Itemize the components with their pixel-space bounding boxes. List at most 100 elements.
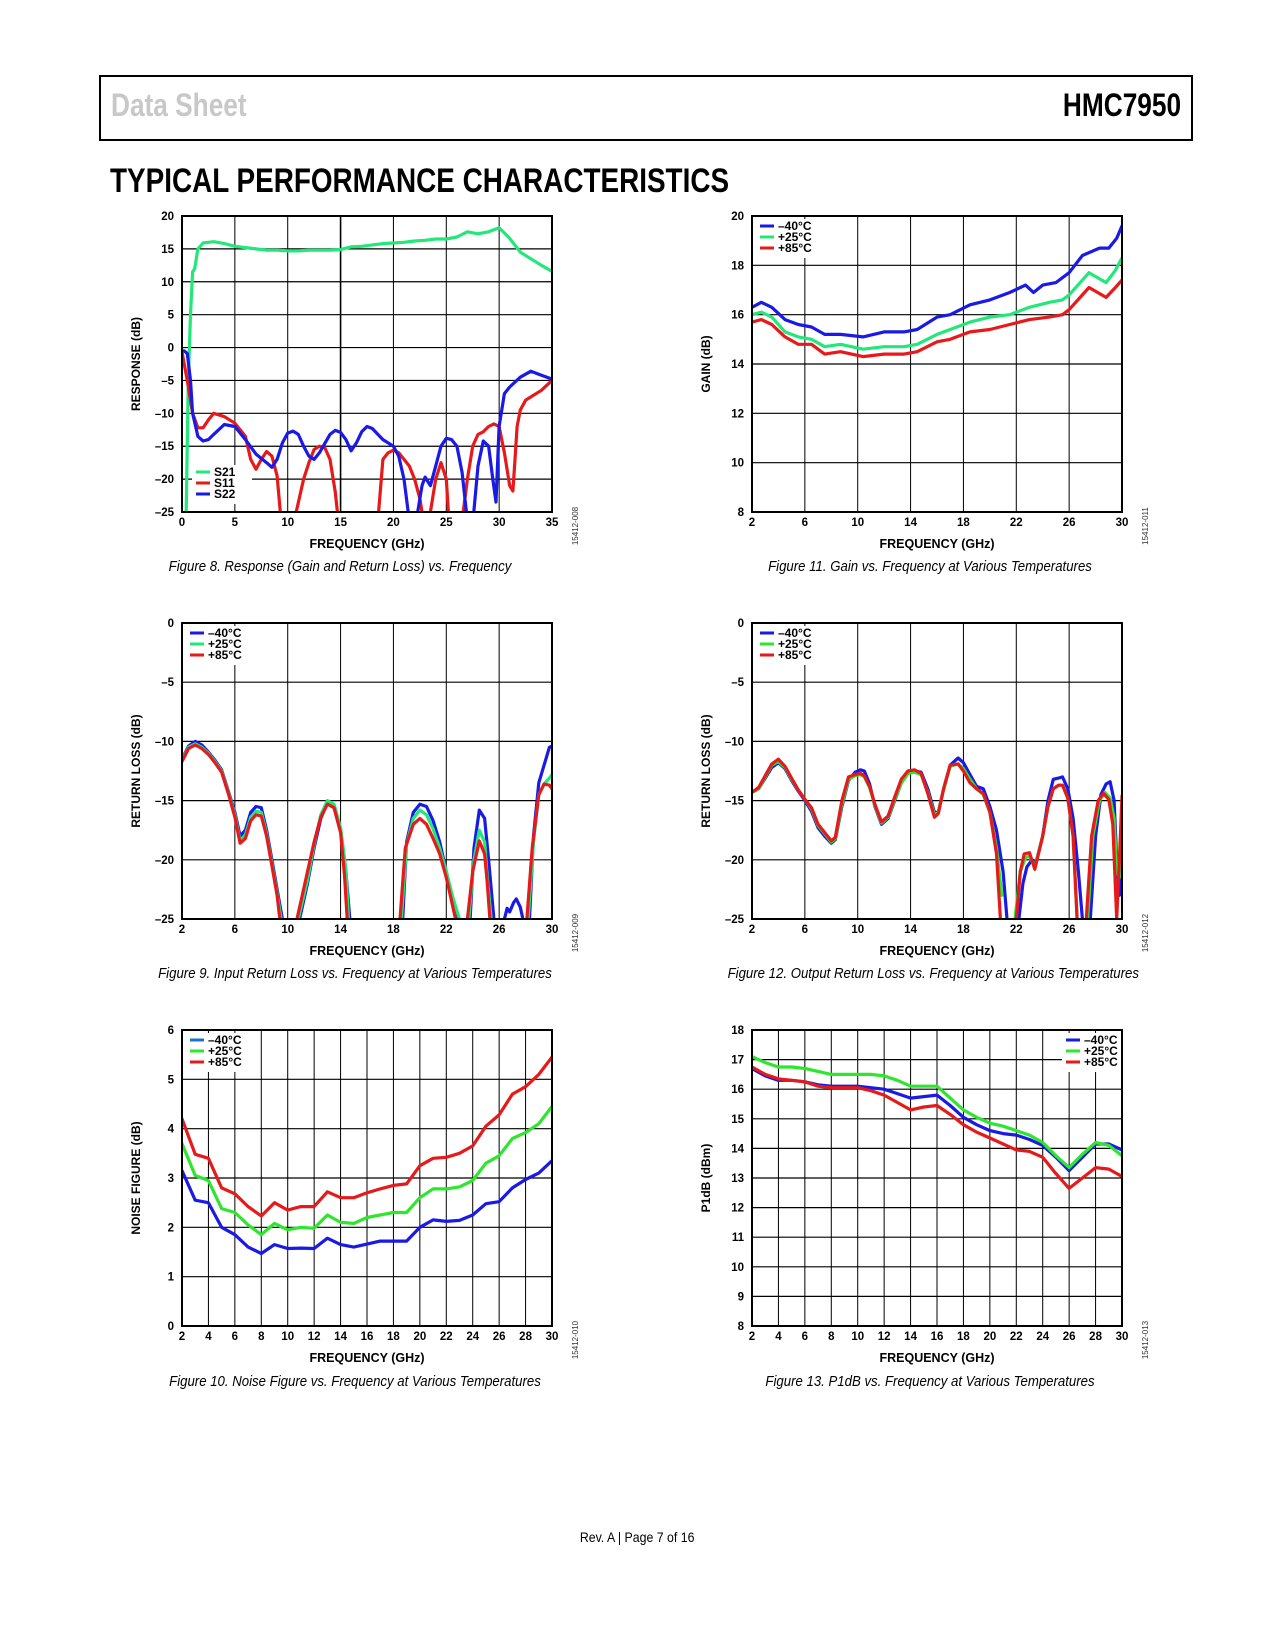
- y-tick-label: 0: [168, 618, 174, 630]
- x-tick-label: 28: [519, 1331, 532, 1343]
- x-tick-label: 5: [232, 517, 239, 529]
- y-tick-label: 16: [731, 310, 744, 322]
- plot-frame: [751, 215, 1123, 513]
- y-tick-label: –15: [725, 796, 745, 808]
- series-line-0: [184, 226, 552, 512]
- x-tick-label: 20: [413, 1331, 426, 1343]
- legend-label: +25°C: [208, 637, 242, 651]
- x-tick-label: 2: [179, 1331, 185, 1343]
- figure-8: S21 S11 S22 0 5 10 15 20 25 30 35 20 15 10 5 0 –5 –10 –15 –…: [110, 196, 670, 576]
- x-tick-label: 28: [1089, 1331, 1102, 1343]
- y-axis-label: GAIN (dB): [699, 335, 713, 392]
- figure-13-caption: Figure 13. P1dB vs. Frequency at Various…: [765, 1373, 1095, 1390]
- y-tick-label: –10: [725, 736, 744, 748]
- legend-label: +25°C: [778, 230, 812, 244]
- x-tick-label: 15: [334, 517, 347, 529]
- y-tick-label: 20: [731, 211, 744, 223]
- x-tick-label: 24: [466, 1331, 479, 1343]
- y-tick-label: –15: [155, 796, 175, 808]
- header-part-number: HMC7950: [1062, 87, 1181, 123]
- x-tick-label: 18: [957, 924, 970, 936]
- y-tick-label: 17: [731, 1055, 744, 1067]
- x-tick-label: 22: [1010, 517, 1023, 529]
- y-tick-label: 15: [731, 1114, 744, 1126]
- x-tick-label: 6: [802, 517, 808, 529]
- y-tick-label: –5: [731, 677, 744, 689]
- y-tick-label: 0: [738, 618, 744, 630]
- y-tick-label: –25: [155, 914, 175, 926]
- x-tick-label: 30: [1116, 1331, 1129, 1343]
- y-tick-label: 15: [161, 244, 174, 256]
- figure-12: –40°C +25°C +85°C 2 6 10 14 18 22 26 30 0 –5 –10 –15 –2…: [680, 603, 1240, 983]
- y-tick-label: 10: [731, 1262, 744, 1274]
- y-tick-label: 16: [731, 1084, 744, 1096]
- y-tick-label: 6: [168, 1025, 174, 1037]
- x-tick-label: 2: [749, 1331, 755, 1343]
- legend-label: +25°C: [1084, 1044, 1118, 1058]
- x-axis-label: FREQUENCY (GHz): [309, 944, 424, 958]
- y-tick-label: 14: [731, 1143, 744, 1155]
- x-tick-label: 26: [1063, 517, 1076, 529]
- figure-10: –40°C +25°C +85°C 2 4 6 8 10 12 14 16 18 20 22 24 26 28 3…: [110, 1010, 670, 1390]
- figure-id: 15412-009: [571, 913, 580, 952]
- y-tick-label: –25: [155, 507, 175, 519]
- x-tick-label: 10: [281, 1331, 294, 1343]
- figure-10-caption: Figure 10. Noise Figure vs. Frequency at…: [169, 1373, 541, 1390]
- x-tick-label: 22: [1010, 924, 1023, 936]
- page-footer-text: Rev. A | Page 7 of 16: [580, 1529, 695, 1545]
- figure-9: –40°C +25°C +85°C 2 6 10 14 18 22 26 30 0 –5 –10 –15 –2…: [110, 603, 670, 983]
- legend-label: –40°C: [778, 219, 812, 233]
- figure-id: 15412-013: [1141, 1320, 1150, 1359]
- x-tick-label: 26: [1063, 1331, 1076, 1343]
- x-axis-label: FREQUENCY (GHz): [879, 537, 994, 551]
- y-tick-label: 13: [731, 1173, 744, 1185]
- y-tick-label: 11: [732, 1232, 745, 1244]
- series-line-2: [752, 757, 1122, 919]
- x-tick-label: 2: [749, 517, 755, 529]
- figure-13: –40°C +25°C +85°C 2 4 6 8 10 12 14 16 18 20 22 24 26 28 3…: [680, 1010, 1240, 1390]
- plot-frame: [181, 215, 553, 513]
- y-tick-label: –20: [155, 474, 174, 486]
- y-tick-label: 1: [168, 1272, 175, 1284]
- x-tick-label: 10: [851, 924, 864, 936]
- x-tick-label: 8: [828, 1331, 835, 1343]
- x-tick-label: 14: [334, 1331, 347, 1343]
- y-tick-label: –25: [725, 914, 745, 926]
- x-tick-label: 18: [387, 1331, 400, 1343]
- y-tick-label: 9: [738, 1291, 744, 1303]
- x-tick-label: 20: [387, 517, 400, 529]
- x-tick-label: 30: [1116, 924, 1129, 936]
- y-tick-label: 2: [168, 1222, 174, 1234]
- legend-label: –40°C: [208, 626, 242, 640]
- y-tick-label: 0: [168, 343, 174, 355]
- y-tick-label: 10: [161, 277, 174, 289]
- fig10-plot: –40°C+25°C+85°C2 4 6 8 10 12 14 16 18 20 22 24 26 28 3…: [129, 1025, 580, 1365]
- figure-12-caption: Figure 12. Output Return Loss vs. Freque…: [727, 965, 1139, 982]
- x-tick-label: 12: [878, 1331, 891, 1343]
- legend-label: S11: [214, 476, 235, 490]
- x-tick-label: 18: [387, 924, 400, 936]
- legend-label: –40°C: [778, 626, 812, 640]
- series-line-2: [752, 1065, 1122, 1190]
- x-tick-label: 10: [281, 517, 294, 529]
- plot-frame: [751, 622, 1123, 920]
- legend-label: +85°C: [208, 648, 242, 662]
- legend-label: –40°C: [1084, 1033, 1118, 1047]
- y-tick-label: 12: [731, 408, 744, 420]
- plot-area: [182, 623, 552, 919]
- y-axis-label: P1dB (dBm): [699, 1144, 713, 1213]
- x-tick-label: 14: [904, 1331, 917, 1343]
- x-tick-label: 25: [440, 517, 453, 529]
- series-line-2: [182, 743, 552, 919]
- y-tick-label: 12: [731, 1203, 744, 1215]
- y-tick-label: –20: [155, 855, 174, 867]
- figure-id: 15412-010: [571, 1320, 580, 1359]
- header-doc-type: Data Sheet: [111, 87, 247, 123]
- figure-id: 15412-012: [1141, 913, 1150, 952]
- legend-label: +85°C: [778, 241, 812, 255]
- y-tick-label: 18: [731, 260, 744, 272]
- section-title: TYPICAL PERFORMANCE CHARACTERISTICS: [110, 162, 730, 200]
- x-tick-label: 26: [493, 924, 506, 936]
- x-tick-label: 6: [232, 924, 238, 936]
